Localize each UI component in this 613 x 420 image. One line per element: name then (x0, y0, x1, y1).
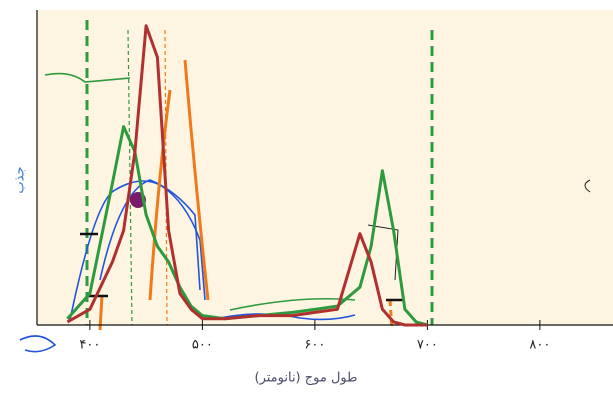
series-line (66, 24, 428, 327)
x-tick-label: ۴۰۰ (79, 338, 100, 353)
annotation-stroke (219, 313, 356, 321)
annotation-stroke (69, 180, 206, 321)
annotation-stroke (367, 224, 399, 281)
plot-background (37, 10, 613, 325)
x-tick-label: ۸۰۰ (529, 338, 550, 353)
annotation-stroke (148, 89, 172, 301)
x-tick-label: ۵۰۰ (192, 338, 213, 353)
annotation-stroke (44, 72, 131, 83)
x-tick-label: ۷۰۰ (417, 338, 438, 353)
y-axis-label: جذب (13, 166, 28, 193)
annotation-stroke (98, 294, 104, 331)
annotation-stroke (19, 335, 57, 353)
annotation-stroke (183, 59, 210, 301)
x-tick-label: ۶۰۰ (304, 338, 325, 353)
annotation-stroke (229, 297, 356, 311)
annotation-stroke (584, 179, 591, 193)
x-axis-label: طول موج (نانومتر) (255, 371, 358, 386)
annotation-stroke (99, 179, 201, 291)
